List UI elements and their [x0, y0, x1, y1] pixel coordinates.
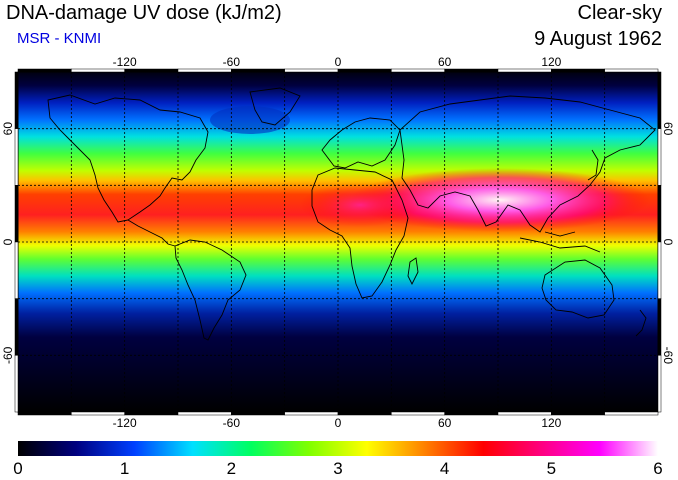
lat-tick-label-left: 60 — [1, 122, 15, 136]
coast-madagascar — [407, 257, 419, 286]
lon-tick-label-top: 0 — [335, 55, 342, 69]
coast-europe — [321, 117, 401, 169]
gridlines — [18, 72, 658, 412]
border-segment-top — [391, 68, 445, 73]
border-segment-left — [14, 185, 19, 243]
colorbar-labels: 0 1 2 3 4 5 6 — [13, 459, 662, 478]
lon-tick-label-top: -120 — [113, 55, 137, 69]
map-title: DNA-damage UV dose (kJ/m2) — [6, 2, 282, 24]
border-segment-top — [71, 68, 125, 73]
border-segment-left — [14, 355, 19, 413]
border-segment-top — [177, 68, 232, 73]
lon-tick-label-bottom: 0 — [335, 416, 342, 430]
lat-tick-label-right: 60 — [661, 122, 675, 136]
lon-tick-label-bottom: 120 — [541, 416, 561, 430]
border-segment-top — [17, 68, 72, 73]
border-segment-left — [14, 241, 19, 299]
colorbar-tick-label: 2 — [227, 459, 236, 478]
lon-tick-label-bottom: -120 — [113, 416, 137, 430]
colorbar — [18, 441, 658, 456]
lon-tick-label-bottom: -60 — [223, 416, 241, 430]
coast-greenland — [249, 87, 301, 126]
coast-asia — [399, 95, 656, 233]
coast-north-america — [47, 94, 209, 223]
border-segment-right — [657, 241, 662, 299]
map-border-ticks — [14, 68, 662, 416]
border-segment-top — [231, 68, 285, 73]
lat-tick-label-left: -60 — [1, 346, 15, 364]
border-segment-bottom — [444, 411, 499, 416]
colorbar-tick-label: 5 — [547, 459, 556, 478]
lat-tick-label-right: -60 — [661, 347, 675, 365]
border-segment-left — [14, 298, 19, 356]
uv-high-region-africa — [300, 183, 420, 227]
border-segment-left — [14, 71, 19, 129]
border-segment-bottom — [337, 411, 392, 416]
colorbar-tick-label: 3 — [333, 459, 342, 478]
border-segment-bottom — [231, 411, 285, 416]
border-segment-top — [444, 68, 499, 73]
axis-labels: -120 -120 -60 -60 0 0 60 60 120 120 -60 -60 0 0 60 60 — [1, 55, 675, 430]
date-label: 9 August 1962 — [534, 28, 662, 50]
coast-australia — [541, 259, 615, 319]
colorbar-tick-label: 6 — [653, 459, 662, 478]
lon-tick-label-bottom: 60 — [438, 416, 452, 430]
colorbar-tick-label: 0 — [13, 459, 22, 478]
border-segment-top — [337, 68, 392, 73]
border-segment-bottom — [124, 411, 179, 416]
border-segment-bottom — [284, 411, 339, 416]
border-segment-right — [657, 298, 662, 356]
border-segment-right — [657, 71, 662, 129]
coast-japan — [587, 149, 599, 181]
lat-tick-label-right: 0 — [661, 239, 675, 246]
source-label: MSR - KNMI — [17, 30, 102, 47]
lat-tick-label-left: 0 — [1, 238, 15, 245]
lon-tick-label-top: 120 — [541, 55, 561, 69]
border-segment-bottom — [17, 411, 72, 416]
border-segment-bottom — [391, 411, 445, 416]
border-segment-right — [657, 128, 662, 186]
border-segment-top — [551, 68, 605, 73]
coast-new-zealand — [635, 309, 647, 337]
uv-maximum-region — [350, 168, 650, 232]
coast-indonesia — [519, 231, 601, 253]
lon-tick-label-top: 60 — [438, 55, 452, 69]
sky-condition-label: Clear-sky — [577, 2, 662, 24]
border-segment-right — [657, 355, 662, 413]
border-segment-bottom — [177, 411, 232, 416]
border-segment-bottom — [551, 411, 605, 416]
coast-south-america — [174, 239, 247, 341]
border-segment-top — [604, 68, 659, 73]
lon-tick-label-top: -60 — [223, 55, 241, 69]
border-segment-bottom — [71, 411, 125, 416]
border-segment-top — [124, 68, 179, 73]
border-segment-top — [497, 68, 552, 73]
coast-africa — [311, 167, 409, 299]
border-segment-top — [284, 68, 339, 73]
colorbar-tick-label: 1 — [120, 459, 129, 478]
border-segment-left — [14, 128, 19, 186]
border-segment-bottom — [604, 411, 659, 416]
coastlines — [47, 87, 656, 341]
colorbar-tick-label: 4 — [440, 459, 449, 478]
uv-low-region-greenland — [210, 106, 290, 134]
coast-central-america — [127, 219, 176, 247]
border-segment-bottom — [497, 411, 552, 416]
border-segment-right — [657, 185, 662, 243]
